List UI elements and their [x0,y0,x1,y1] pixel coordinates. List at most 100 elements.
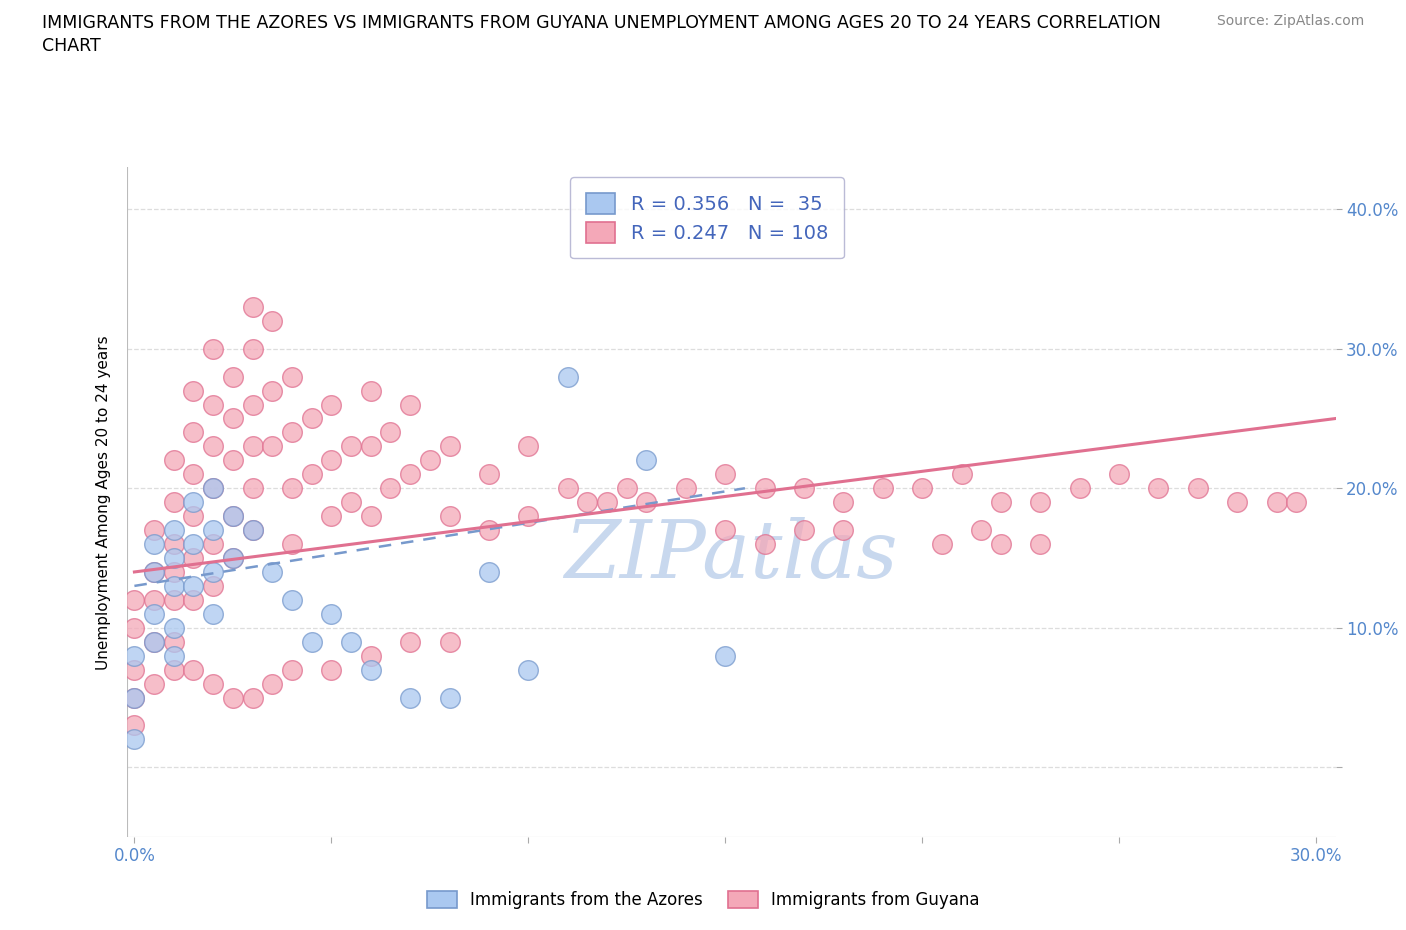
Point [124,690,146,705]
Point [262,313,284,328]
Point [202,481,225,496]
Point [124,592,146,607]
Point [1108,467,1130,482]
Point [576,495,599,510]
Point [222,411,245,426]
Point [832,495,855,510]
Point [340,439,363,454]
Point [222,509,245,524]
Point [163,592,186,607]
Point [222,453,245,468]
Point [202,676,225,691]
Point [399,634,422,649]
Point [636,495,658,510]
Text: IMMIGRANTS FROM THE AZORES VS IMMIGRANTS FROM GUYANA UNEMPLOYMENT AMONG AGES 20 : IMMIGRANTS FROM THE AZORES VS IMMIGRANTS… [42,14,1161,32]
Point [124,620,146,635]
Point [872,481,894,496]
Point [143,592,166,607]
Point [222,690,245,705]
Point [832,523,855,538]
Point [163,565,186,579]
Point [222,509,245,524]
Point [143,565,166,579]
Point [262,383,284,398]
Point [183,592,205,607]
Point [143,523,166,538]
Point [360,648,382,663]
Point [439,439,461,454]
Point [281,425,304,440]
Point [183,509,205,524]
Point [163,495,186,510]
Point [262,676,284,691]
Point [380,425,402,440]
Point [478,565,501,579]
Point [124,718,146,733]
Point [557,369,579,384]
Point [143,565,166,579]
Point [321,606,343,621]
Point [242,439,264,454]
Point [163,648,186,663]
Point [183,551,205,565]
Point [281,369,304,384]
Point [163,523,186,538]
Point [1029,495,1052,510]
Point [636,453,658,468]
Point [124,690,146,705]
Point [360,383,382,398]
Point [517,439,540,454]
Point [990,537,1012,551]
Point [478,467,501,482]
Point [675,481,697,496]
Point [183,495,205,510]
Point [1029,537,1052,551]
Point [399,690,422,705]
Point [143,606,166,621]
Point [990,495,1012,510]
Point [242,523,264,538]
Point [970,523,993,538]
Point [714,648,737,663]
Point [202,606,225,621]
Point [281,537,304,551]
Point [1147,481,1170,496]
Point [262,565,284,579]
Point [183,467,205,482]
Point [360,509,382,524]
Point [301,411,323,426]
Point [478,523,501,538]
Point [281,481,304,496]
Point [242,299,264,314]
Point [202,523,225,538]
Point [163,537,186,551]
Point [242,523,264,538]
Point [242,341,264,356]
Point [754,537,776,551]
Point [262,439,284,454]
Point [163,551,186,565]
Point [143,634,166,649]
Point [714,467,737,482]
Point [616,481,638,496]
Point [321,397,343,412]
Point [360,662,382,677]
Point [754,481,776,496]
Legend: Immigrants from the Azores, Immigrants from Guyana: Immigrants from the Azores, Immigrants f… [418,883,988,917]
Point [1285,495,1308,510]
Point [183,662,205,677]
Point [596,495,619,510]
Point [517,662,540,677]
Point [1226,495,1249,510]
Point [183,578,205,593]
Point [517,509,540,524]
Point [202,565,225,579]
Point [183,425,205,440]
Point [281,592,304,607]
Point [143,676,166,691]
Point [439,509,461,524]
Point [399,397,422,412]
Point [163,578,186,593]
Point [321,509,343,524]
Text: ZIPatlas: ZIPatlas [564,517,898,594]
